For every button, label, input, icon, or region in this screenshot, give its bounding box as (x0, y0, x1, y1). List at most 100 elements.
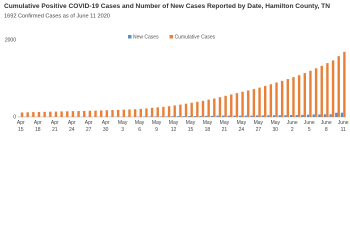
bar (292, 77, 295, 117)
bar (301, 114, 304, 117)
bar (193, 116, 197, 117)
bar (105, 110, 109, 117)
x-tick-label: June 11 (338, 120, 349, 133)
bar (297, 75, 301, 117)
x-tick-label: May 21 (220, 120, 230, 133)
bar (205, 115, 208, 117)
bar (94, 110, 97, 117)
bar (32, 112, 35, 117)
bar (139, 108, 142, 117)
bar (230, 94, 233, 117)
bar (49, 111, 52, 117)
bar (165, 116, 168, 117)
x-tick-label: Apr 15 (17, 120, 25, 133)
bar (111, 110, 114, 117)
bar (179, 104, 182, 117)
x-tick-label: Apr 18 (34, 120, 42, 133)
bar (43, 111, 46, 117)
bar (335, 112, 338, 117)
bar (303, 73, 306, 117)
bar (159, 116, 163, 117)
bar (252, 89, 256, 117)
bar (286, 79, 290, 117)
chart-subtitle: 1692 Confirmed Cases as of June 11 2020 (4, 13, 110, 19)
bar (88, 110, 92, 117)
bar (20, 112, 24, 117)
bar (162, 106, 165, 117)
bar (150, 107, 154, 117)
bar (312, 114, 315, 117)
bar (77, 111, 80, 117)
bar (306, 114, 310, 117)
chart: Cumulative Positive COVID-19 Cases and N… (4, 3, 349, 134)
bar (167, 106, 171, 117)
bar (264, 86, 267, 117)
y-tick-label: 0 (13, 114, 16, 120)
bar (318, 114, 321, 117)
bar (323, 114, 327, 117)
bar (289, 115, 293, 117)
bar (201, 100, 205, 117)
x-tick-label: Apr 27 (85, 120, 93, 133)
bar (60, 111, 63, 117)
bar (37, 111, 41, 117)
bar (71, 111, 75, 117)
bar (184, 103, 188, 117)
x-tick-label: June 5 (304, 120, 315, 133)
bar (326, 63, 329, 117)
chart-title: Cumulative Positive COVID-19 Cases and N… (4, 3, 330, 10)
bar (340, 112, 344, 117)
y-tick-label: 2000 (5, 37, 16, 43)
bar (173, 105, 176, 117)
bar (188, 116, 191, 117)
legend-swatch (169, 35, 174, 39)
bar (190, 102, 193, 117)
legend-label: New Cases (133, 34, 159, 40)
bar (156, 107, 159, 117)
bar (145, 108, 148, 117)
bar (176, 116, 180, 117)
x-tick-label: May 15 (186, 120, 196, 133)
bar (235, 93, 239, 117)
bar (216, 115, 219, 117)
bar (275, 82, 278, 117)
bar (320, 65, 323, 117)
bar (269, 84, 273, 117)
bar (255, 115, 259, 117)
bar (128, 109, 131, 117)
x-tick-label: May 18 (203, 120, 213, 133)
bar (122, 109, 126, 117)
bar (222, 115, 225, 117)
bar (116, 109, 120, 117)
bar (261, 115, 264, 117)
bar (83, 110, 86, 117)
bar (199, 116, 202, 117)
x-tick-label: May 27 (254, 120, 264, 133)
x-tick-label: Apr 30 (102, 120, 110, 133)
bar (272, 115, 276, 117)
bar (267, 115, 270, 117)
x-tick-label: May 24 (237, 120, 247, 133)
bar (218, 97, 222, 117)
bar (278, 115, 281, 117)
x-tick-label: May 3 (118, 120, 128, 133)
x-tick-label: May 9 (152, 120, 162, 133)
bar (244, 115, 248, 117)
legend-label: Cumulative Cases (175, 34, 216, 40)
bar (258, 87, 261, 117)
bar (133, 109, 137, 117)
x-tick-label: May 30 (271, 120, 281, 133)
bar (207, 99, 210, 117)
bar (238, 115, 242, 117)
bar (241, 91, 244, 117)
bar (54, 111, 58, 117)
bar (309, 70, 312, 117)
bar (213, 98, 216, 117)
bar (343, 51, 346, 117)
bar (295, 115, 298, 117)
bar (227, 115, 231, 117)
bar (100, 110, 103, 117)
bar (171, 116, 174, 117)
bar (66, 111, 69, 117)
bar (250, 115, 253, 117)
